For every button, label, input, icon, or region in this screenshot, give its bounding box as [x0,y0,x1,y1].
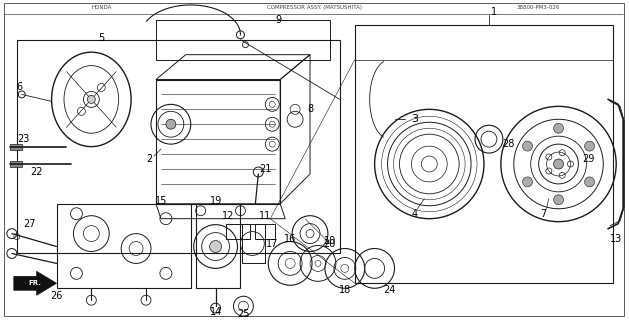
Text: 7: 7 [540,209,547,219]
Text: 29: 29 [582,154,594,164]
Circle shape [209,241,221,252]
Bar [156,20,330,60]
Text: 19: 19 [209,196,221,206]
Text: 9: 9 [275,15,281,25]
Circle shape [87,95,96,103]
Circle shape [584,177,594,187]
Text: 3: 3 [411,114,418,124]
Text: 38800-PM3-026: 38800-PM3-026 [517,5,560,11]
Circle shape [584,141,594,151]
Text: 4: 4 [411,209,418,219]
Text: 27: 27 [23,219,36,229]
Text: 10: 10 [324,236,336,245]
Circle shape [523,141,533,151]
Text: 26: 26 [50,291,63,301]
Text: HONDA: HONDA [91,5,111,11]
Text: 21: 21 [259,164,272,174]
Polygon shape [14,271,57,295]
Text: 22: 22 [30,167,43,177]
Circle shape [554,159,564,169]
Text: 11: 11 [259,211,272,221]
Text: 28: 28 [503,139,515,149]
Text: 15: 15 [155,196,167,206]
Circle shape [554,123,564,133]
Text: 5: 5 [98,33,104,43]
Text: 20: 20 [324,238,336,249]
Text: 2: 2 [146,154,152,164]
Text: 12: 12 [222,211,235,221]
Text: 6: 6 [17,83,23,92]
Text: 14: 14 [209,307,221,317]
Text: 18: 18 [338,285,351,295]
Text: 16: 16 [284,234,296,244]
Circle shape [523,177,533,187]
Text: 1: 1 [491,7,497,17]
Text: 13: 13 [610,234,622,244]
Circle shape [554,195,564,205]
Text: 17: 17 [266,238,279,249]
Text: 23: 23 [18,134,30,144]
Text: COMPRESSOR ASSY. (MATSUSHITA): COMPRESSOR ASSY. (MATSUSHITA) [267,5,362,11]
Text: 24: 24 [383,285,396,295]
Text: FR.: FR. [28,280,41,286]
Polygon shape [10,144,22,150]
Circle shape [166,119,176,129]
Polygon shape [10,161,22,167]
Text: 8: 8 [307,104,313,114]
Text: 25: 25 [237,309,250,319]
